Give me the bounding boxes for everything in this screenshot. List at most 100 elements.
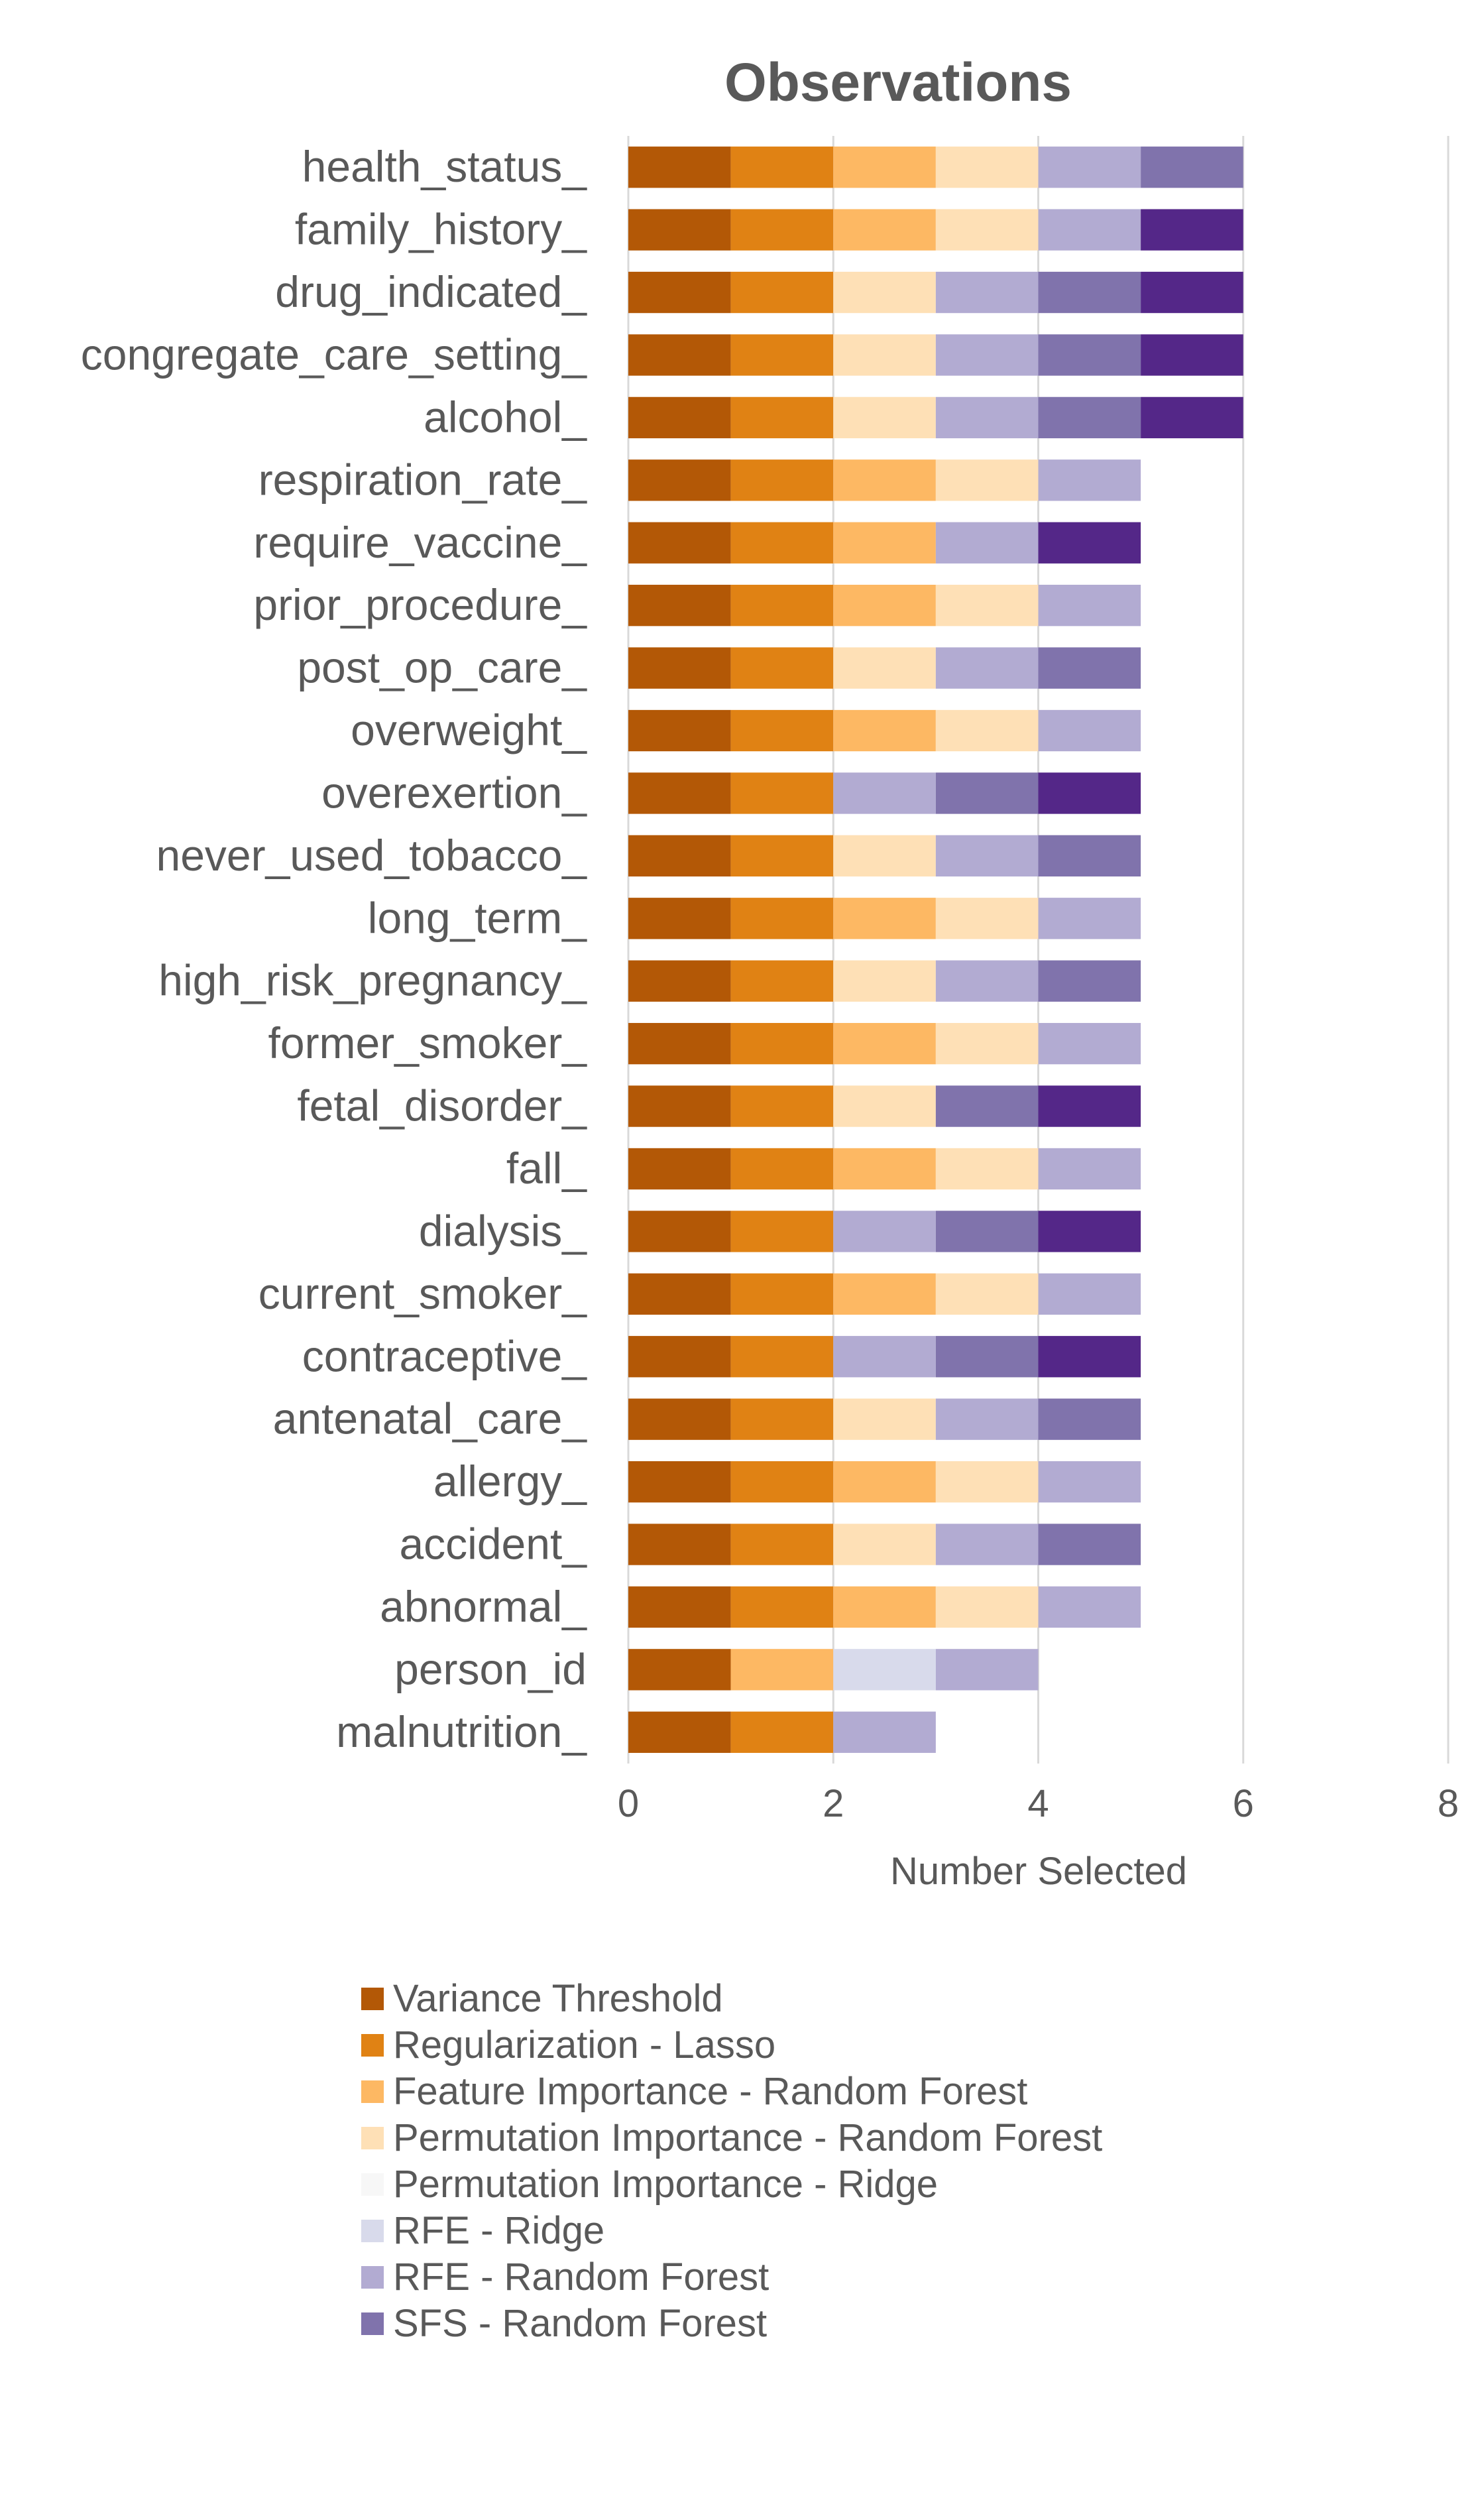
- category-label: congregate_care_setting_: [81, 330, 588, 379]
- bar-segment: [628, 1711, 731, 1753]
- bar-segment: [1038, 1336, 1141, 1378]
- category-label: overweight_: [351, 705, 587, 754]
- category-label: post_op_care_: [297, 643, 587, 692]
- bar-segment: [833, 585, 936, 627]
- bar-segment: [1038, 647, 1141, 689]
- legend-swatch: [361, 2312, 384, 2335]
- bar-segment: [628, 459, 731, 501]
- bar-segment: [730, 459, 834, 501]
- bar-segment: [833, 1711, 936, 1753]
- bar-segment: [935, 960, 1039, 1002]
- legend-label: Permutation Importance - Random Forest: [393, 2116, 1103, 2159]
- bar-segment: [1038, 585, 1141, 627]
- bar-segment: [730, 1085, 834, 1127]
- bar-segment: [730, 1211, 834, 1252]
- bar-segment: [730, 271, 834, 314]
- bar-segment: [935, 835, 1039, 877]
- bar-segment: [935, 147, 1039, 188]
- bar-segment: [1038, 1586, 1141, 1628]
- bar-segment: [935, 522, 1039, 564]
- bar-segment: [935, 1524, 1039, 1565]
- category-label: former_smoker_: [268, 1018, 588, 1067]
- bar-segment: [628, 1336, 731, 1378]
- legend-swatch: [361, 2127, 384, 2149]
- bar-segment: [628, 898, 731, 939]
- bar-segment: [935, 709, 1039, 752]
- bar-segment: [833, 1649, 936, 1691]
- bar-segment: [628, 1586, 731, 1628]
- bar-segment: [628, 396, 731, 439]
- bar-segment: [1038, 709, 1141, 752]
- category-label: prior_procedure_: [253, 580, 587, 629]
- bar-segment: [833, 772, 936, 814]
- bar-segment: [730, 1148, 834, 1190]
- bar-segment: [628, 1085, 731, 1127]
- legend-swatch: [361, 1988, 384, 2010]
- bar-segment: [1141, 334, 1243, 376]
- legend-item: RFE - Ridge: [361, 2208, 1102, 2254]
- category-label: malnutrition_: [336, 1707, 587, 1756]
- bar-segment: [935, 271, 1039, 314]
- bar-segment: [833, 647, 936, 689]
- bar-segment: [730, 334, 834, 376]
- bar-segment: [1038, 960, 1141, 1002]
- x-tick-label: 8: [1438, 1782, 1459, 1825]
- legend-swatch: [361, 2034, 384, 2057]
- bar-segment: [1038, 147, 1141, 188]
- bar-segment: [628, 1649, 731, 1691]
- bar-segment: [833, 1022, 936, 1065]
- category-label: allergy_: [433, 1457, 587, 1506]
- legend-swatch: [361, 2080, 384, 2103]
- chart-title: Observations: [724, 52, 1072, 113]
- category-label: fetal_disorder_: [297, 1081, 587, 1130]
- bar-segment: [1038, 1461, 1141, 1503]
- bars: [628, 147, 1243, 1753]
- category-label: drug_indicated_: [275, 267, 587, 316]
- bar-segment: [730, 585, 834, 627]
- bar-segment: [833, 1398, 936, 1440]
- bar-segment: [833, 1586, 936, 1628]
- bar-segment: [730, 1461, 834, 1503]
- bar-segment: [935, 459, 1039, 501]
- bar-segment: [730, 1586, 834, 1628]
- category-label: overexertion_: [321, 768, 587, 817]
- legend-item: RFE - Random Forest: [361, 2254, 1102, 2301]
- bar-segment: [935, 1148, 1039, 1190]
- category-label: abnormal_: [380, 1582, 587, 1631]
- category-label: family_history_: [295, 205, 587, 254]
- bar-segment: [1038, 1273, 1141, 1315]
- bar-segment: [935, 396, 1039, 439]
- legend-label: Variance Threshold: [393, 1977, 723, 2020]
- bar-segment: [1141, 271, 1243, 314]
- bar-segment: [1038, 522, 1141, 564]
- category-label: current_smoker_: [258, 1269, 587, 1318]
- bar-segment: [628, 1022, 731, 1065]
- bar-segment: [833, 1461, 936, 1503]
- bar-segment: [833, 1524, 936, 1565]
- bar-segment: [1038, 1148, 1141, 1190]
- legend-swatch: [361, 2266, 384, 2289]
- legend-label: RFE - Random Forest: [393, 2255, 770, 2299]
- bar-segment: [833, 209, 936, 251]
- bar-segment: [833, 898, 936, 939]
- bar-segment: [833, 960, 936, 1002]
- bar-segment: [935, 585, 1039, 627]
- bar-segment: [730, 209, 834, 251]
- legend-item: SFS - Random Forest: [361, 2301, 1102, 2347]
- x-tick-label: 6: [1233, 1782, 1254, 1825]
- bar-segment: [1038, 396, 1141, 439]
- bar-segment: [628, 1273, 731, 1315]
- bar-segment: [935, 772, 1039, 814]
- x-tick-labels: 0 2 4 6 8: [618, 1782, 1459, 1825]
- category-label: high_risk_pregnancy_: [158, 956, 587, 1005]
- bar-segment: [935, 1461, 1039, 1503]
- legend-label: SFS - Random Forest: [393, 2302, 768, 2345]
- bar-segment: [935, 1649, 1039, 1691]
- bar-segment: [833, 709, 936, 752]
- bar-segment: [730, 709, 834, 752]
- bar-segment: [730, 1649, 834, 1691]
- legend-item: Feature Importance - Random Forest: [361, 2069, 1102, 2115]
- legend: Variance Threshold Regularization - Lasso…: [361, 1976, 1102, 2347]
- legend-item: Permutation Importance - Random Forest: [361, 2115, 1102, 2161]
- bar-segment: [730, 522, 834, 564]
